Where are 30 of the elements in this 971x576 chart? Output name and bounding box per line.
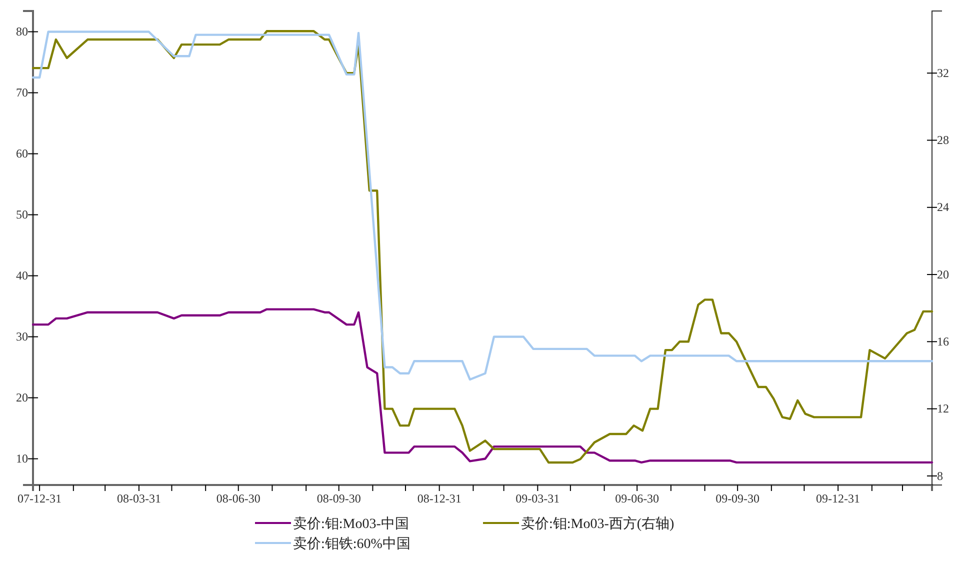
x-tick-label: 08-09-30: [316, 492, 361, 506]
y-tick-label: 10: [16, 452, 28, 466]
x-tick-label: 09-03-31: [516, 492, 560, 506]
legend-label: 卖价:钼:Mo03-西方(右轴): [521, 516, 675, 532]
x-tick-label: 07-12-31: [18, 492, 62, 506]
legend-label: 卖价:钼:Mo03-中国: [293, 516, 409, 532]
line-series: [32, 30, 934, 381]
y-tick-label: 70: [16, 86, 28, 100]
x-tick-label: 09-06-30: [615, 492, 660, 506]
y2-tick-label: 20: [937, 267, 949, 282]
y2-tick-label: 12: [937, 402, 949, 416]
x-tick-label: 09-12-31: [816, 492, 860, 506]
y2-tick-label: 24: [937, 200, 949, 214]
x-tick-label: 09-09-30: [716, 492, 760, 506]
y2-tick-label: 16: [937, 334, 949, 348]
y-tick-label: 40: [16, 268, 28, 283]
y-tick-label: 80: [16, 24, 28, 39]
legend-label: 卖价:钼铁:60%中国: [293, 536, 410, 552]
y-tick-label: 60: [16, 146, 28, 161]
x-tick-label: 08-03-31: [116, 492, 161, 506]
line-series: [32, 308, 934, 464]
y2-tick-label: 28: [937, 133, 949, 148]
y-tick-label: 50: [16, 208, 28, 222]
y2-tick-label: 8: [937, 468, 943, 483]
x-tick-label: 08-12-31: [417, 492, 462, 506]
y2-tick-label: 32: [937, 66, 949, 80]
x-tick-label: 08-06-30: [216, 492, 260, 506]
line-series: [32, 30, 934, 464]
y-tick-label: 20: [16, 390, 28, 405]
y-tick-label: 30: [16, 330, 28, 344]
